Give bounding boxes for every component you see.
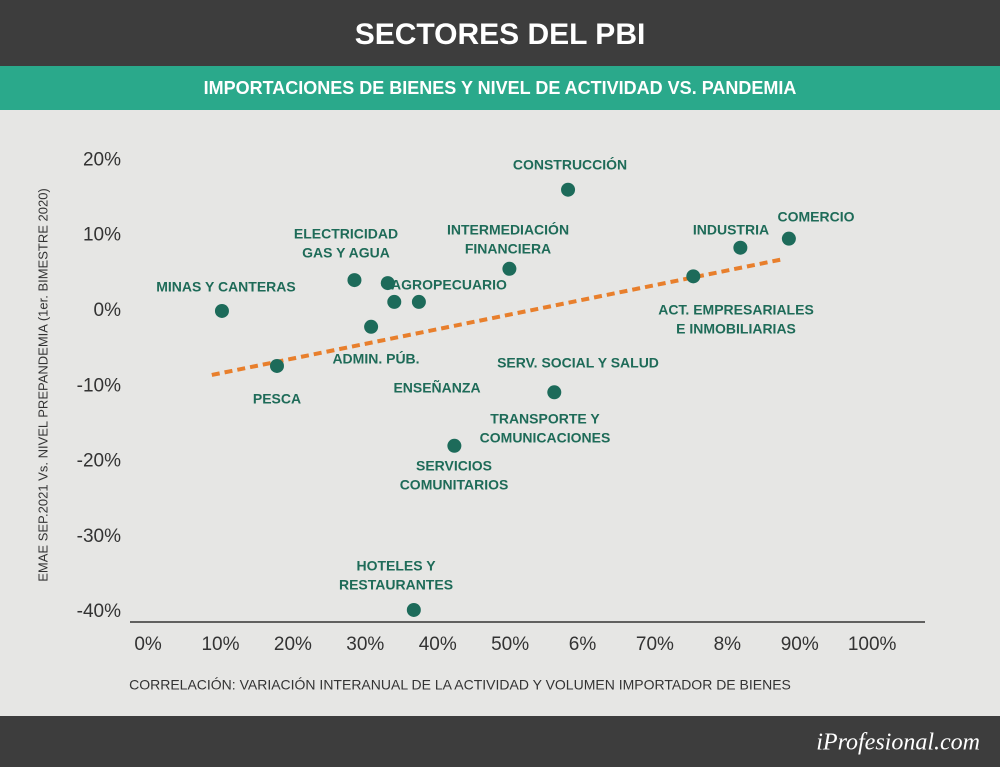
x-tick-label: 0%: [134, 634, 162, 655]
x-tick-label: 8%: [714, 634, 742, 655]
x-tick-label: 100%: [848, 634, 897, 655]
x-axis-label: CORRELACIÓN: VARIACIÓN INTERANUAL DE LA …: [129, 677, 791, 693]
point: [406, 602, 421, 617]
point-label: CONSTRUCCIÓN: [513, 156, 627, 173]
point-label: COMUNITARIOS: [400, 477, 509, 493]
x-tick-label: 20%: [274, 634, 312, 655]
point-label: ADMIN. PÚB.: [332, 350, 419, 367]
subtitle-bar: [0, 66, 1000, 110]
point-label: PESCA: [253, 391, 301, 407]
y-tick-label: 0%: [94, 300, 122, 321]
point-label: RESTAURANTES: [339, 577, 453, 593]
x-tick-label: 90%: [781, 634, 819, 655]
title-bar: [0, 0, 1000, 66]
y-tick-label: -40%: [77, 601, 121, 622]
chart-subtitle: IMPORTACIONES DE BIENES Y NIVEL DE ACTIV…: [204, 78, 797, 98]
point-label: HOTELES Y: [356, 558, 436, 574]
y-tick-label: -20%: [77, 451, 121, 472]
point-label: E INMOBILIARIAS: [676, 321, 796, 337]
point-label: TRANSPORTE Y: [490, 411, 600, 427]
y-axis-label: EMAE SEP.2021 Vs. NIVEL PREPANDEMIA (1er…: [35, 188, 50, 582]
point: [686, 269, 701, 284]
point-label: MINAS Y CANTERAS: [156, 279, 296, 295]
point-label: ACT. EMPRESARIALES: [658, 302, 814, 318]
footer-bar: [0, 716, 1000, 767]
point-label: AGROPECUARIO: [391, 277, 507, 293]
point: [347, 273, 362, 288]
trend-line: [211, 257, 781, 377]
y-tick-label: -10%: [77, 375, 121, 396]
point-label: INDUSTRIA: [693, 222, 769, 238]
point: [411, 294, 426, 309]
point: [781, 231, 796, 246]
point: [561, 182, 576, 197]
x-tick-label: 30%: [346, 634, 384, 655]
point: [387, 294, 402, 309]
point-label: COMERCIO: [778, 209, 855, 225]
chart-title: SECTORES DEL PBI: [355, 18, 646, 51]
point-label: GAS Y AGUA: [302, 245, 390, 261]
point-label: INTERMEDIACIÓN: [447, 221, 569, 238]
y-tick-label: 10%: [83, 225, 121, 246]
point: [502, 261, 517, 276]
y-tick-label: 20%: [83, 149, 121, 170]
point: [547, 385, 562, 400]
x-tick-label: 6%: [569, 634, 597, 655]
x-tick-label: 40%: [419, 634, 457, 655]
point-label: ENSEÑANZA: [393, 379, 480, 396]
y-tick-label: -30%: [77, 526, 121, 547]
point: [380, 276, 395, 291]
x-tick-label: 10%: [201, 634, 239, 655]
point: [447, 438, 462, 453]
point-label: FINANCIERA: [465, 241, 551, 257]
point: [269, 358, 284, 373]
x-tick-label: 50%: [491, 634, 529, 655]
x-tick-label: 70%: [636, 634, 674, 655]
source: iProfesional.com: [816, 730, 980, 756]
point: [733, 240, 748, 255]
point-label: SERV. SOCIAL Y SALUD: [497, 355, 659, 371]
point-label: SERVICIOS: [416, 458, 492, 474]
point-label: ELECTRICIDAD: [294, 226, 398, 242]
point: [364, 319, 379, 334]
point: [214, 303, 229, 318]
point-label: COMUNICACIONES: [480, 430, 611, 446]
